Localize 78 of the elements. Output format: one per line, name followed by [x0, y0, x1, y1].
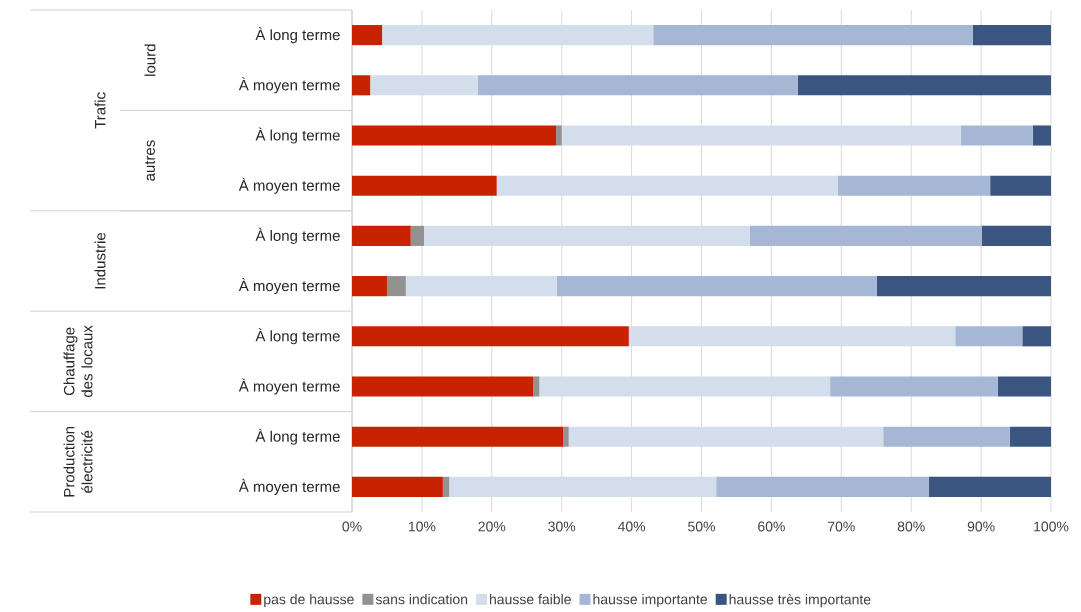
bar [424, 225, 750, 246]
bar [352, 125, 557, 146]
y-tick-label: À moyen terme [238, 278, 340, 295]
x-tick-label: 80% [897, 521, 925, 532]
legend-label: sans indication [375, 594, 468, 605]
bar [449, 476, 717, 497]
bar [797, 75, 1051, 96]
bar [561, 125, 961, 146]
bar [749, 225, 982, 246]
bar [352, 476, 443, 497]
text: Industrie [94, 232, 106, 289]
bar [352, 276, 387, 297]
bar [496, 175, 838, 196]
bar [628, 326, 956, 347]
x-tick-label: 50% [688, 521, 716, 532]
bar [997, 376, 1051, 397]
bar [352, 376, 534, 397]
text: Trafic [94, 92, 106, 129]
bar [563, 426, 569, 447]
text: Production électricité [63, 426, 93, 497]
text: autres [145, 140, 155, 181]
bar [352, 175, 497, 196]
y-tick-label: À moyen terme [238, 77, 340, 94]
legend-label: pas de hausse [264, 594, 354, 608]
x-tick-label: 40% [617, 521, 646, 532]
y-tick-label: À moyen terme [238, 378, 340, 395]
x-tick-label: 90% [967, 521, 995, 532]
bar [477, 75, 798, 96]
y-tick-label: À long terme [255, 27, 340, 44]
legend-label: hausse faible [489, 594, 571, 605]
bar [539, 376, 831, 397]
bar [972, 25, 1051, 46]
y-tick-label: À long terme [255, 127, 340, 144]
x-tick-label: 100% [1034, 521, 1069, 532]
bar [352, 326, 629, 347]
bar [533, 376, 540, 397]
bar [716, 476, 929, 497]
bar [386, 276, 406, 297]
x-tick-label: 20% [478, 521, 506, 532]
bar [1022, 326, 1051, 347]
bar [410, 225, 425, 246]
bar [382, 25, 654, 46]
x-tick-label: 60% [758, 521, 785, 532]
x-tick-label: 70% [828, 521, 855, 532]
bar [1032, 125, 1051, 146]
legend-label: hausse très importante [729, 593, 871, 608]
y-tick-label: À moyen terme [238, 478, 340, 495]
x-tick-label: 0% [342, 521, 362, 532]
bar [928, 476, 1051, 497]
bar [352, 426, 564, 447]
bar [556, 276, 877, 297]
bar [352, 25, 383, 46]
text: Chauffage des locaux [63, 325, 93, 398]
bar [876, 276, 1051, 297]
x-tick-label: 30% [548, 521, 576, 532]
legend-label: hausse importante [593, 594, 708, 608]
bar [352, 75, 371, 96]
y-tick-label: À moyen terme [238, 177, 340, 194]
bar [405, 276, 557, 297]
x-tick-label: 10% [408, 521, 436, 532]
bar [352, 225, 411, 246]
bar [568, 426, 884, 447]
y-tick-label: À long terme [255, 428, 340, 445]
bar [442, 476, 450, 497]
bar [960, 125, 1033, 146]
bar [556, 125, 562, 146]
bar [1009, 426, 1051, 447]
y-tick-label: À long terme [255, 328, 340, 345]
bar [653, 25, 973, 46]
bar [981, 225, 1051, 246]
bar [955, 326, 1023, 347]
bar [837, 175, 991, 196]
bar [990, 175, 1051, 196]
bar [370, 75, 478, 96]
text: lourd [144, 44, 156, 76]
bar [883, 426, 1010, 447]
y-tick-label: À long terme [255, 227, 340, 244]
bar [830, 376, 998, 397]
